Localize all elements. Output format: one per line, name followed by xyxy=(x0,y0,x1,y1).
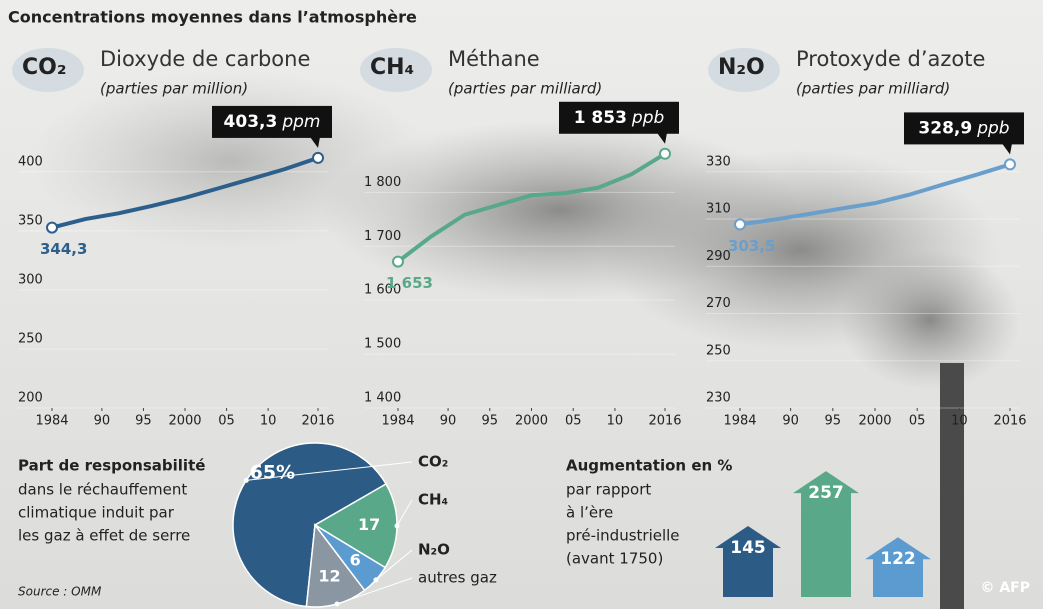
series-name: Protoxyde d’azote xyxy=(796,47,985,71)
y-tick-label: 400 xyxy=(18,154,43,169)
legend-label: autres gaz xyxy=(418,569,497,587)
x-tick-label: 1984 xyxy=(381,414,414,429)
y-tick-label: 300 xyxy=(18,272,43,287)
point xyxy=(47,223,57,233)
y-tick-label: 1 400 xyxy=(364,391,401,406)
point xyxy=(735,219,745,229)
y-tick-label: 350 xyxy=(18,213,43,228)
point xyxy=(393,257,403,267)
y-tick-label: 310 xyxy=(706,202,731,217)
arrows-subtitle: (avant 1750) xyxy=(566,550,663,568)
y-tick-label: 200 xyxy=(18,391,43,406)
end-label: 1 853 xyxy=(574,108,627,128)
slice-label: 12 xyxy=(318,567,340,586)
end-label: 403,3 xyxy=(224,112,278,132)
smoke xyxy=(840,250,1020,390)
arrow-label: 145 xyxy=(730,538,766,558)
start-label: 303,5 xyxy=(728,237,775,255)
x-tick-label: 05 xyxy=(565,414,582,429)
pie-subtitle: dans le réchauffement xyxy=(18,481,187,499)
x-tick-label: 2016 xyxy=(993,414,1026,429)
legend-label: CO₂ xyxy=(418,453,448,471)
legend-label: N₂O xyxy=(418,541,450,559)
formula: CH₄ xyxy=(370,55,414,80)
value-unit: ppb xyxy=(976,118,1009,138)
pie-subtitle: climatique induit par xyxy=(18,504,175,522)
slice-label: 6 xyxy=(350,551,361,570)
arrow-label: 122 xyxy=(880,549,916,569)
y-tick-label: 1 500 xyxy=(364,337,401,352)
y-tick-label: 270 xyxy=(706,296,731,311)
point xyxy=(660,149,670,159)
series-name: Méthane xyxy=(448,47,540,71)
x-tick-label: 2016 xyxy=(301,414,334,429)
slice-label: 17 xyxy=(358,515,380,534)
x-tick-label: 05 xyxy=(909,414,926,429)
end-label: 328,9 xyxy=(918,118,972,138)
chimney xyxy=(940,363,964,609)
x-tick-label: 1984 xyxy=(35,414,68,429)
x-tick-label: 2000 xyxy=(168,414,201,429)
x-tick-label: 05 xyxy=(218,414,235,429)
pie-title: Part de responsabilité xyxy=(18,457,205,475)
value-unit: ppm xyxy=(281,112,320,132)
pie-subtitle: les gaz à effet de serre xyxy=(18,527,190,545)
x-tick-label: 90 xyxy=(440,414,457,429)
formula: CO₂ xyxy=(22,55,66,80)
x-tick-label: 95 xyxy=(825,414,842,429)
slice-label: 65% xyxy=(250,462,295,484)
point xyxy=(1005,159,1015,169)
y-tick-label: 1 700 xyxy=(364,229,401,244)
x-tick-label: 90 xyxy=(94,414,111,429)
formula: N₂O xyxy=(718,55,765,80)
title: Concentrations moyennes dans l’atmosphèr… xyxy=(8,8,417,27)
source: Source : OMM xyxy=(18,585,102,599)
subtitle: (parties par million) xyxy=(100,80,248,98)
y-tick-label: 250 xyxy=(18,331,43,346)
series-name: Dioxyde de carbone xyxy=(100,47,310,71)
x-tick-label: 2016 xyxy=(648,414,681,429)
x-tick-label: 95 xyxy=(135,414,152,429)
y-tick-label: 230 xyxy=(706,391,731,406)
start-label: 1 653 xyxy=(386,274,433,292)
x-tick-label: 95 xyxy=(482,414,499,429)
credit: © AFP xyxy=(980,580,1030,596)
x-tick-label: 90 xyxy=(782,414,799,429)
y-tick-label: 330 xyxy=(706,154,731,169)
legend-label: CH₄ xyxy=(418,491,448,509)
subtitle: (parties par milliard) xyxy=(796,80,950,98)
arrows-subtitle: à l’ère xyxy=(566,504,613,522)
arrow-label: 257 xyxy=(808,483,844,503)
subtitle: (parties par milliard) xyxy=(448,80,602,98)
x-tick-label: 10 xyxy=(260,414,277,429)
start-label: 344,3 xyxy=(40,240,87,258)
arrows-title: Augmentation en % xyxy=(566,457,732,475)
arrows-subtitle: pré-industrielle xyxy=(566,527,680,545)
x-tick-label: 2000 xyxy=(858,414,891,429)
x-tick-label: 10 xyxy=(951,414,968,429)
x-tick-label: 10 xyxy=(607,414,624,429)
value-unit: ppb xyxy=(631,108,664,128)
infographic: Concentrations moyennes dans l’atmosphèr… xyxy=(0,0,1043,609)
x-tick-label: 2000 xyxy=(515,414,548,429)
y-tick-label: 1 800 xyxy=(364,175,401,190)
point xyxy=(313,153,323,163)
y-tick-label: 250 xyxy=(706,343,731,358)
arrows-subtitle: par rapport xyxy=(566,481,651,499)
x-tick-label: 1984 xyxy=(723,414,756,429)
